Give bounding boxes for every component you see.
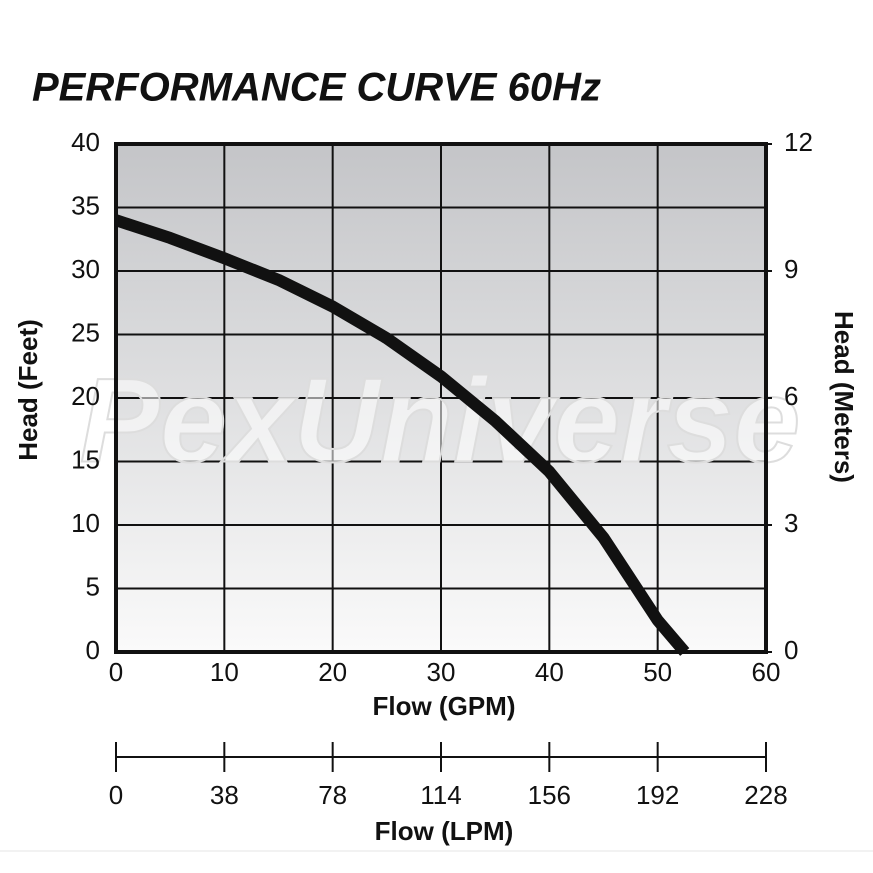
y2-tick-label: 0 xyxy=(784,635,798,665)
y-tick-label: 30 xyxy=(71,254,100,284)
y-tick-label: 15 xyxy=(71,444,100,474)
x-tick-label: 30 xyxy=(427,657,456,687)
plot-border xyxy=(114,142,768,654)
y-tick-label: 10 xyxy=(71,508,100,538)
y-axis-label: Head (Feet) xyxy=(13,319,43,461)
y2-tick-label: 12 xyxy=(784,127,813,157)
y2-tick-label: 3 xyxy=(784,508,798,538)
x2-tick-label: 0 xyxy=(109,780,123,810)
x-tick-label: 60 xyxy=(752,657,781,687)
y-tick-label: 5 xyxy=(86,571,100,601)
x2-tick-label: 192 xyxy=(636,780,679,810)
chart-title: PERFORMANCE CURVE 60Hz xyxy=(32,66,601,110)
x2-tick-label: 156 xyxy=(528,780,571,810)
x-tick-label: 10 xyxy=(210,657,239,687)
x-tick-label: 40 xyxy=(535,657,564,687)
y-tick-label: 25 xyxy=(71,317,100,347)
y2-tick-label: 6 xyxy=(784,381,798,411)
performance-curve xyxy=(114,214,690,656)
x2-tick-label: 114 xyxy=(420,780,461,810)
x2-tick-label: 38 xyxy=(210,780,239,810)
x-tick-label: 50 xyxy=(643,657,672,687)
y-tick-label: 40 xyxy=(71,127,100,157)
x2-tick-label: 78 xyxy=(318,780,347,810)
x-tick-label: 20 xyxy=(318,657,347,687)
x2-tick-label: 228 xyxy=(744,780,787,810)
y-tick-label: 20 xyxy=(71,381,100,411)
y-tick-label: 0 xyxy=(86,635,100,665)
x2-axis-label: Flow (LPM) xyxy=(375,816,514,846)
x-axis-label: Flow (GPM) xyxy=(373,691,516,721)
y2-tick-label: 9 xyxy=(784,254,798,284)
y-tick-label: 35 xyxy=(71,190,100,220)
x-tick-label: 0 xyxy=(109,657,123,687)
y2-axis-label: Head (Meters) xyxy=(829,311,859,483)
